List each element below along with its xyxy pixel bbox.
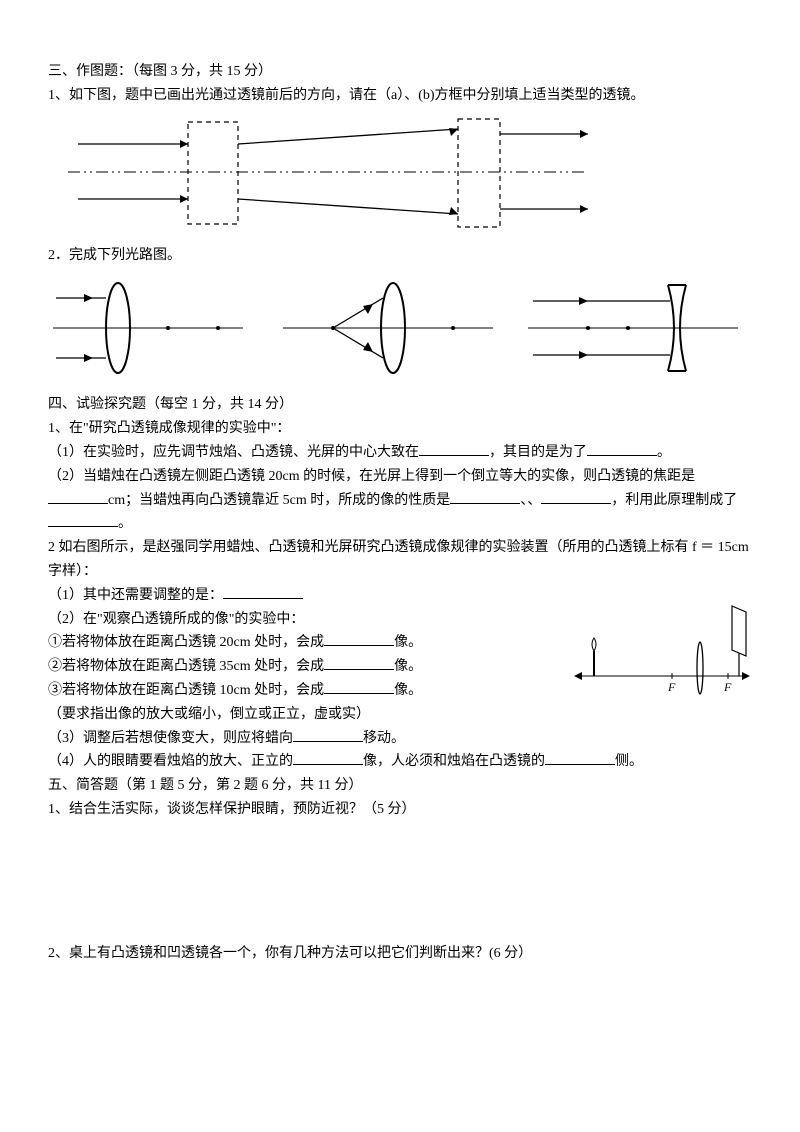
section-4-q2-4: （4）人的眼睛要看烛焰的放大、正立的 像，人必须和烛焰在凸透镜的 侧。 [48,750,752,774]
q2-2-1a-text: ①若将物体放在距离凸透镜 20cm 处时，会成 [48,635,324,650]
section-4-q2-3: （3）调整后若想使像变大，则应将蜡向 移动。 [48,727,752,751]
section-3-q2: 2．完成下列光路图。 [48,244,752,268]
blank [419,441,489,456]
section-5-q1: 1、结合生活实际，谈谈怎样保护眼睛，预防近视？（5 分） [48,798,752,822]
q2-2-2a-text: ②若将物体放在距离凸透镜 35cm 处时，会成 [48,659,324,674]
candle-lens-screen-diagram: F F [572,596,752,706]
blank [324,631,394,646]
section-4-q2-note: （要求指出像的放大或缩小，倒立或正立，虚或实） [48,703,752,727]
section-4-q1-intro: 1、在"研究凸透镜成像规律的实验中"： [48,417,752,441]
q2-3a-text: （3）调整后若想使像变大，则应将蜡向 [48,731,293,746]
q1-2a-text: （2）当蜡烛在凸透镜左侧距凸透镜 20cm 的时候，在光屏上得到一个倒立等大的实… [48,469,695,484]
section-3-q1-diagram [48,114,752,234]
f-label-left: F [667,680,676,694]
q2-4a-text: （4）人的眼睛要看烛焰的放大、正立的 [48,754,293,769]
q2-2-2b-text: 像。 [394,659,422,674]
q1-2d-text: 、 [527,493,541,508]
q2-2-1b-text: 像。 [394,635,422,650]
section-5-heading: 五、简答题（第 1 题 5 分，第 2 题 6 分，共 11 分） [48,774,752,798]
q2-2-3a-text: ③若将物体放在距离凸透镜 10cm 处时，会成 [48,683,324,698]
section-4-q2-intro: 2 如右图所示，是赵强同学用蜡烛、凸透镜和光屏研究凸透镜成像规律的实验装置（所用… [48,536,752,584]
q2-2-3b-text: 像。 [394,683,422,698]
blank [541,489,611,504]
q1-2b-text: cm；当蜡烛再向凸透镜靠近 5cm 时，所成的像的性质是 [108,493,450,508]
blank [545,750,615,765]
q1-2f-text: 。 [118,516,132,531]
q1-2e-text: ，利用此原理制成了 [611,493,737,508]
blank [48,489,108,504]
q2-4b-text: 像，人必须和烛焰在凸透镜的 [363,754,545,769]
blank [324,679,394,694]
blank [48,512,118,527]
blank [293,727,363,742]
q2-3b-text: 移动。 [363,731,405,746]
blank [223,584,303,599]
section-4-q2-wrap: 2 如右图所示，是赵强同学用蜡烛、凸透镜和光屏研究凸透镜成像规律的实验装置（所用… [48,536,752,774]
blank [324,655,394,670]
blank [293,750,363,765]
answer-space-1 [48,822,752,942]
section-3-q2-diagrams [48,273,752,383]
section-5-q2: 2、桌上有凸透镜和凹透镜各一个，你有几种方法可以把它们判断出来？(6 分） [48,942,752,966]
section-3-q1: 1、如下图，题中已画出光通过透镜前后的方向，请在（a）、(b)方框中分别填上适当… [48,84,752,108]
f-label-right: F [723,680,732,694]
section-4-heading: 四、试验探究题（每空 1 分，共 14 分） [48,393,752,417]
section-4-q1-1: （1）在实验时，应先调节烛焰、凸透镜、光屏的中心大致在 ，其目的是为了 。 [48,441,752,465]
section-3-heading: 三、作图题：（每图 3 分，共 15 分） [48,60,752,84]
section-4-q1-2: （2）当蜡烛在凸透镜左侧距凸透镜 20cm 的时候，在光屏上得到一个倒立等大的实… [48,465,752,536]
q1-1a-text: （1）在实验时，应先调节烛焰、凸透镜、光屏的中心大致在 [48,445,419,460]
q1-1c-text: 。 [657,445,671,460]
q2-1-text: （1）其中还需要调整的是： [48,588,223,603]
blank [450,489,520,504]
q2-4c-text: 侧。 [615,754,643,769]
blank [587,441,657,456]
q1-1b-text: ，其目的是为了 [489,445,587,460]
